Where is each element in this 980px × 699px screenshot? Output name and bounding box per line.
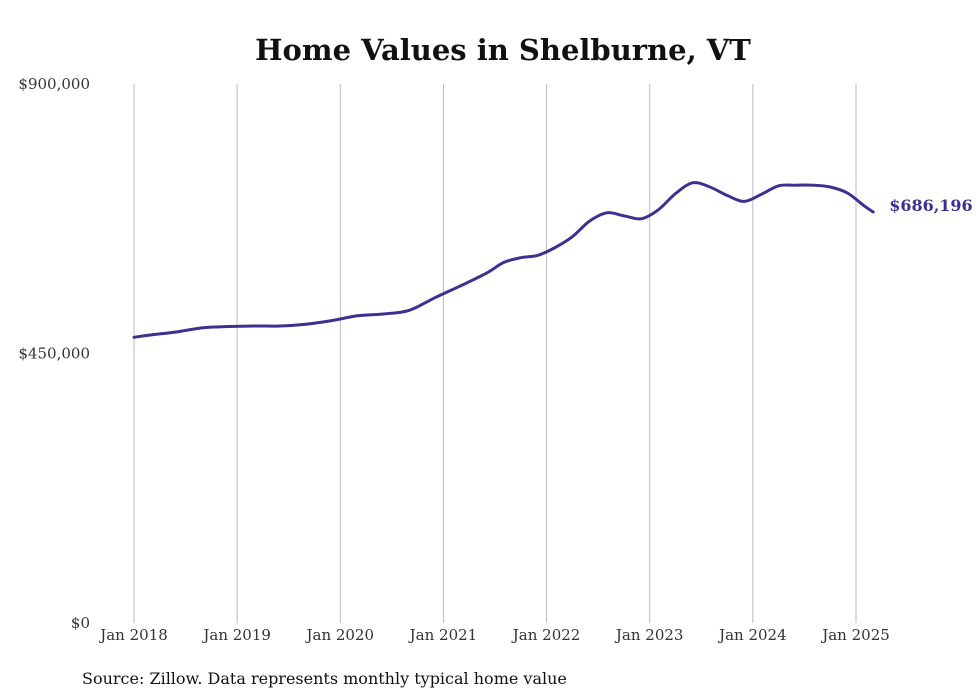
x-tick-label: Jan 2018 bbox=[98, 626, 168, 644]
y-tick-label: $0 bbox=[71, 614, 90, 632]
end-value-label: $686,196 bbox=[889, 196, 973, 215]
y-axis-ticks: $0 $450,000 $900,000 bbox=[18, 75, 90, 632]
chart-title: Home Values in Shelburne, VT bbox=[255, 33, 751, 67]
x-tick-label: Jan 2025 bbox=[820, 626, 890, 644]
series-line-0 bbox=[132, 181, 875, 339]
y-tick-label: $900,000 bbox=[18, 75, 90, 93]
x-tick-label: Jan 2020 bbox=[305, 626, 375, 644]
source-note: Source: Zillow. Data represents monthly … bbox=[82, 669, 567, 688]
x-tick-label: Jan 2024 bbox=[717, 626, 787, 644]
x-tick-label: Jan 2023 bbox=[614, 626, 684, 644]
series-layer bbox=[132, 181, 875, 339]
x-tick-label: Jan 2021 bbox=[408, 626, 478, 644]
x-axis-ticks: Jan 2018 Jan 2019 Jan 2020 Jan 2021 Jan 2022… bbox=[98, 626, 890, 644]
x-tick-label: Jan 2022 bbox=[511, 626, 581, 644]
y-tick-label: $450,000 bbox=[18, 345, 90, 363]
x-tick-label: Jan 2019 bbox=[201, 626, 271, 644]
gridlines bbox=[133, 84, 857, 623]
